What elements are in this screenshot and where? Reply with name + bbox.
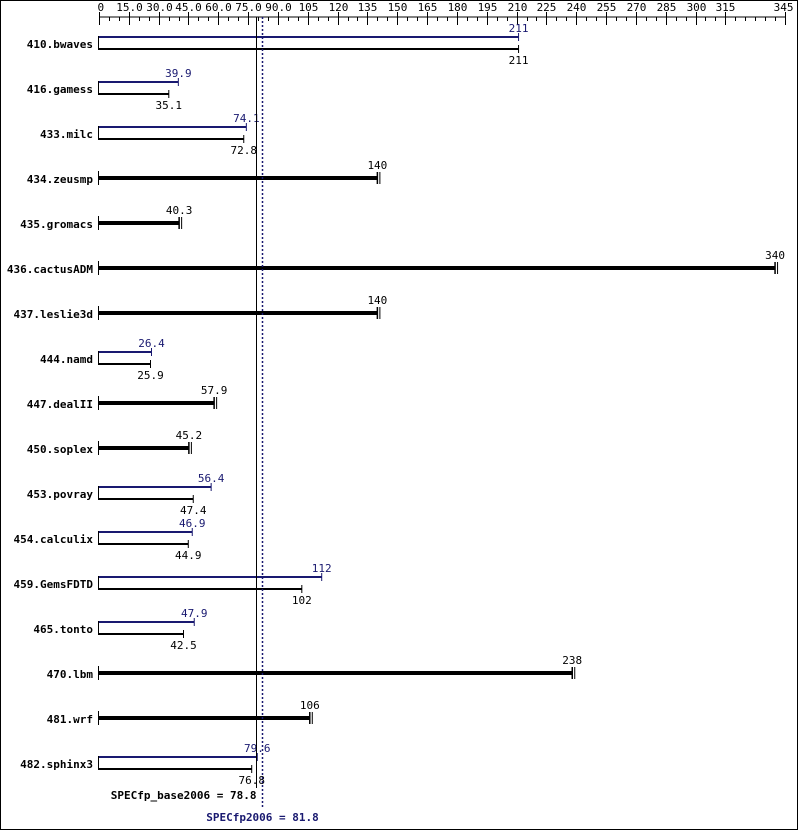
base-value-label: 140 bbox=[367, 294, 387, 307]
base-value-label: 76.8 bbox=[238, 774, 265, 787]
category-label: 459.GemsFDTD bbox=[14, 578, 94, 591]
category-label: 481.wrf bbox=[47, 713, 93, 726]
base-value-label: 106 bbox=[300, 699, 320, 712]
base-value-label: 25.9 bbox=[137, 369, 164, 382]
category-label: 437.leslie3d bbox=[14, 308, 93, 321]
category-label: 465.tonto bbox=[33, 623, 93, 636]
x-tick-label: 255 bbox=[597, 1, 617, 14]
category-label: 410.bwaves bbox=[27, 38, 93, 51]
peak-value-label: 39.9 bbox=[165, 67, 192, 80]
peak-value-label: 56.4 bbox=[198, 472, 225, 485]
category-label: 444.namd bbox=[40, 353, 93, 366]
base-value-label: 57.9 bbox=[201, 384, 228, 397]
peak-value-label: 79.6 bbox=[244, 742, 271, 755]
peak-value-label: 46.9 bbox=[179, 517, 206, 530]
x-tick-label: 135 bbox=[358, 1, 378, 14]
peak-reference-label: SPECfp2006 = 81.8 bbox=[206, 811, 319, 824]
x-tick-label: 300 bbox=[687, 1, 707, 14]
peak-value-label: 26.4 bbox=[138, 337, 165, 350]
base-value-label: 238 bbox=[562, 654, 582, 667]
x-tick-label: 30.0 bbox=[146, 1, 173, 14]
base-reference-label: SPECfp_base2006 = 78.8 bbox=[111, 789, 257, 802]
category-label: 470.lbm bbox=[47, 668, 94, 681]
category-label: 434.zeusmp bbox=[27, 173, 94, 186]
x-tick-label: 270 bbox=[627, 1, 647, 14]
peak-value-label: 74.1 bbox=[233, 112, 260, 125]
x-tick-label: 195 bbox=[478, 1, 498, 14]
x-tick-label: 225 bbox=[537, 1, 557, 14]
x-tick-label: 15.0 bbox=[116, 1, 143, 14]
x-tick-label: 150 bbox=[388, 1, 408, 14]
x-tick-label: 240 bbox=[567, 1, 587, 14]
base-value-label: 42.5 bbox=[170, 639, 197, 652]
x-tick-label: 120 bbox=[329, 1, 349, 14]
base-value-label: 211 bbox=[509, 54, 529, 67]
base-value-label: 340 bbox=[765, 249, 785, 262]
category-label: 454.calculix bbox=[14, 533, 94, 546]
peak-value-label: 211 bbox=[509, 22, 529, 35]
base-value-label: 35.1 bbox=[156, 99, 183, 112]
x-tick-label: 315 bbox=[716, 1, 736, 14]
x-tick-label: 210 bbox=[508, 1, 528, 14]
x-tick-label: 90.0 bbox=[265, 1, 292, 14]
base-value-label: 45.2 bbox=[176, 429, 203, 442]
category-label: 447.dealII bbox=[27, 398, 93, 411]
base-value-label: 72.8 bbox=[231, 144, 258, 157]
x-tick-label: 285 bbox=[657, 1, 677, 14]
category-label: 433.milc bbox=[40, 128, 93, 141]
category-label: 450.soplex bbox=[27, 443, 94, 456]
x-tick-label: 0 bbox=[98, 1, 105, 14]
peak-value-label: 112 bbox=[312, 562, 332, 575]
base-value-label: 140 bbox=[367, 159, 387, 172]
base-value-label: 44.9 bbox=[175, 549, 202, 562]
category-label: 436.cactusADM bbox=[7, 263, 93, 276]
category-label: 453.povray bbox=[27, 488, 94, 501]
x-tick-label: 165 bbox=[418, 1, 438, 14]
base-value-label: 47.4 bbox=[180, 504, 207, 517]
base-value-label: 102 bbox=[292, 594, 312, 607]
category-label: 435.gromacs bbox=[20, 218, 93, 231]
x-tick-label: 180 bbox=[448, 1, 468, 14]
base-value-label: 40.3 bbox=[166, 204, 193, 217]
x-tick-label: 60.0 bbox=[205, 1, 232, 14]
peak-value-label: 47.9 bbox=[181, 607, 208, 620]
x-tick-label: 105 bbox=[299, 1, 319, 14]
category-label: 482.sphinx3 bbox=[20, 758, 93, 771]
category-label: 416.gamess bbox=[27, 83, 93, 96]
x-tick-label: 75.0 bbox=[235, 1, 262, 14]
x-tick-label: 45.0 bbox=[175, 1, 202, 14]
x-tick-label: 345 bbox=[774, 1, 794, 14]
